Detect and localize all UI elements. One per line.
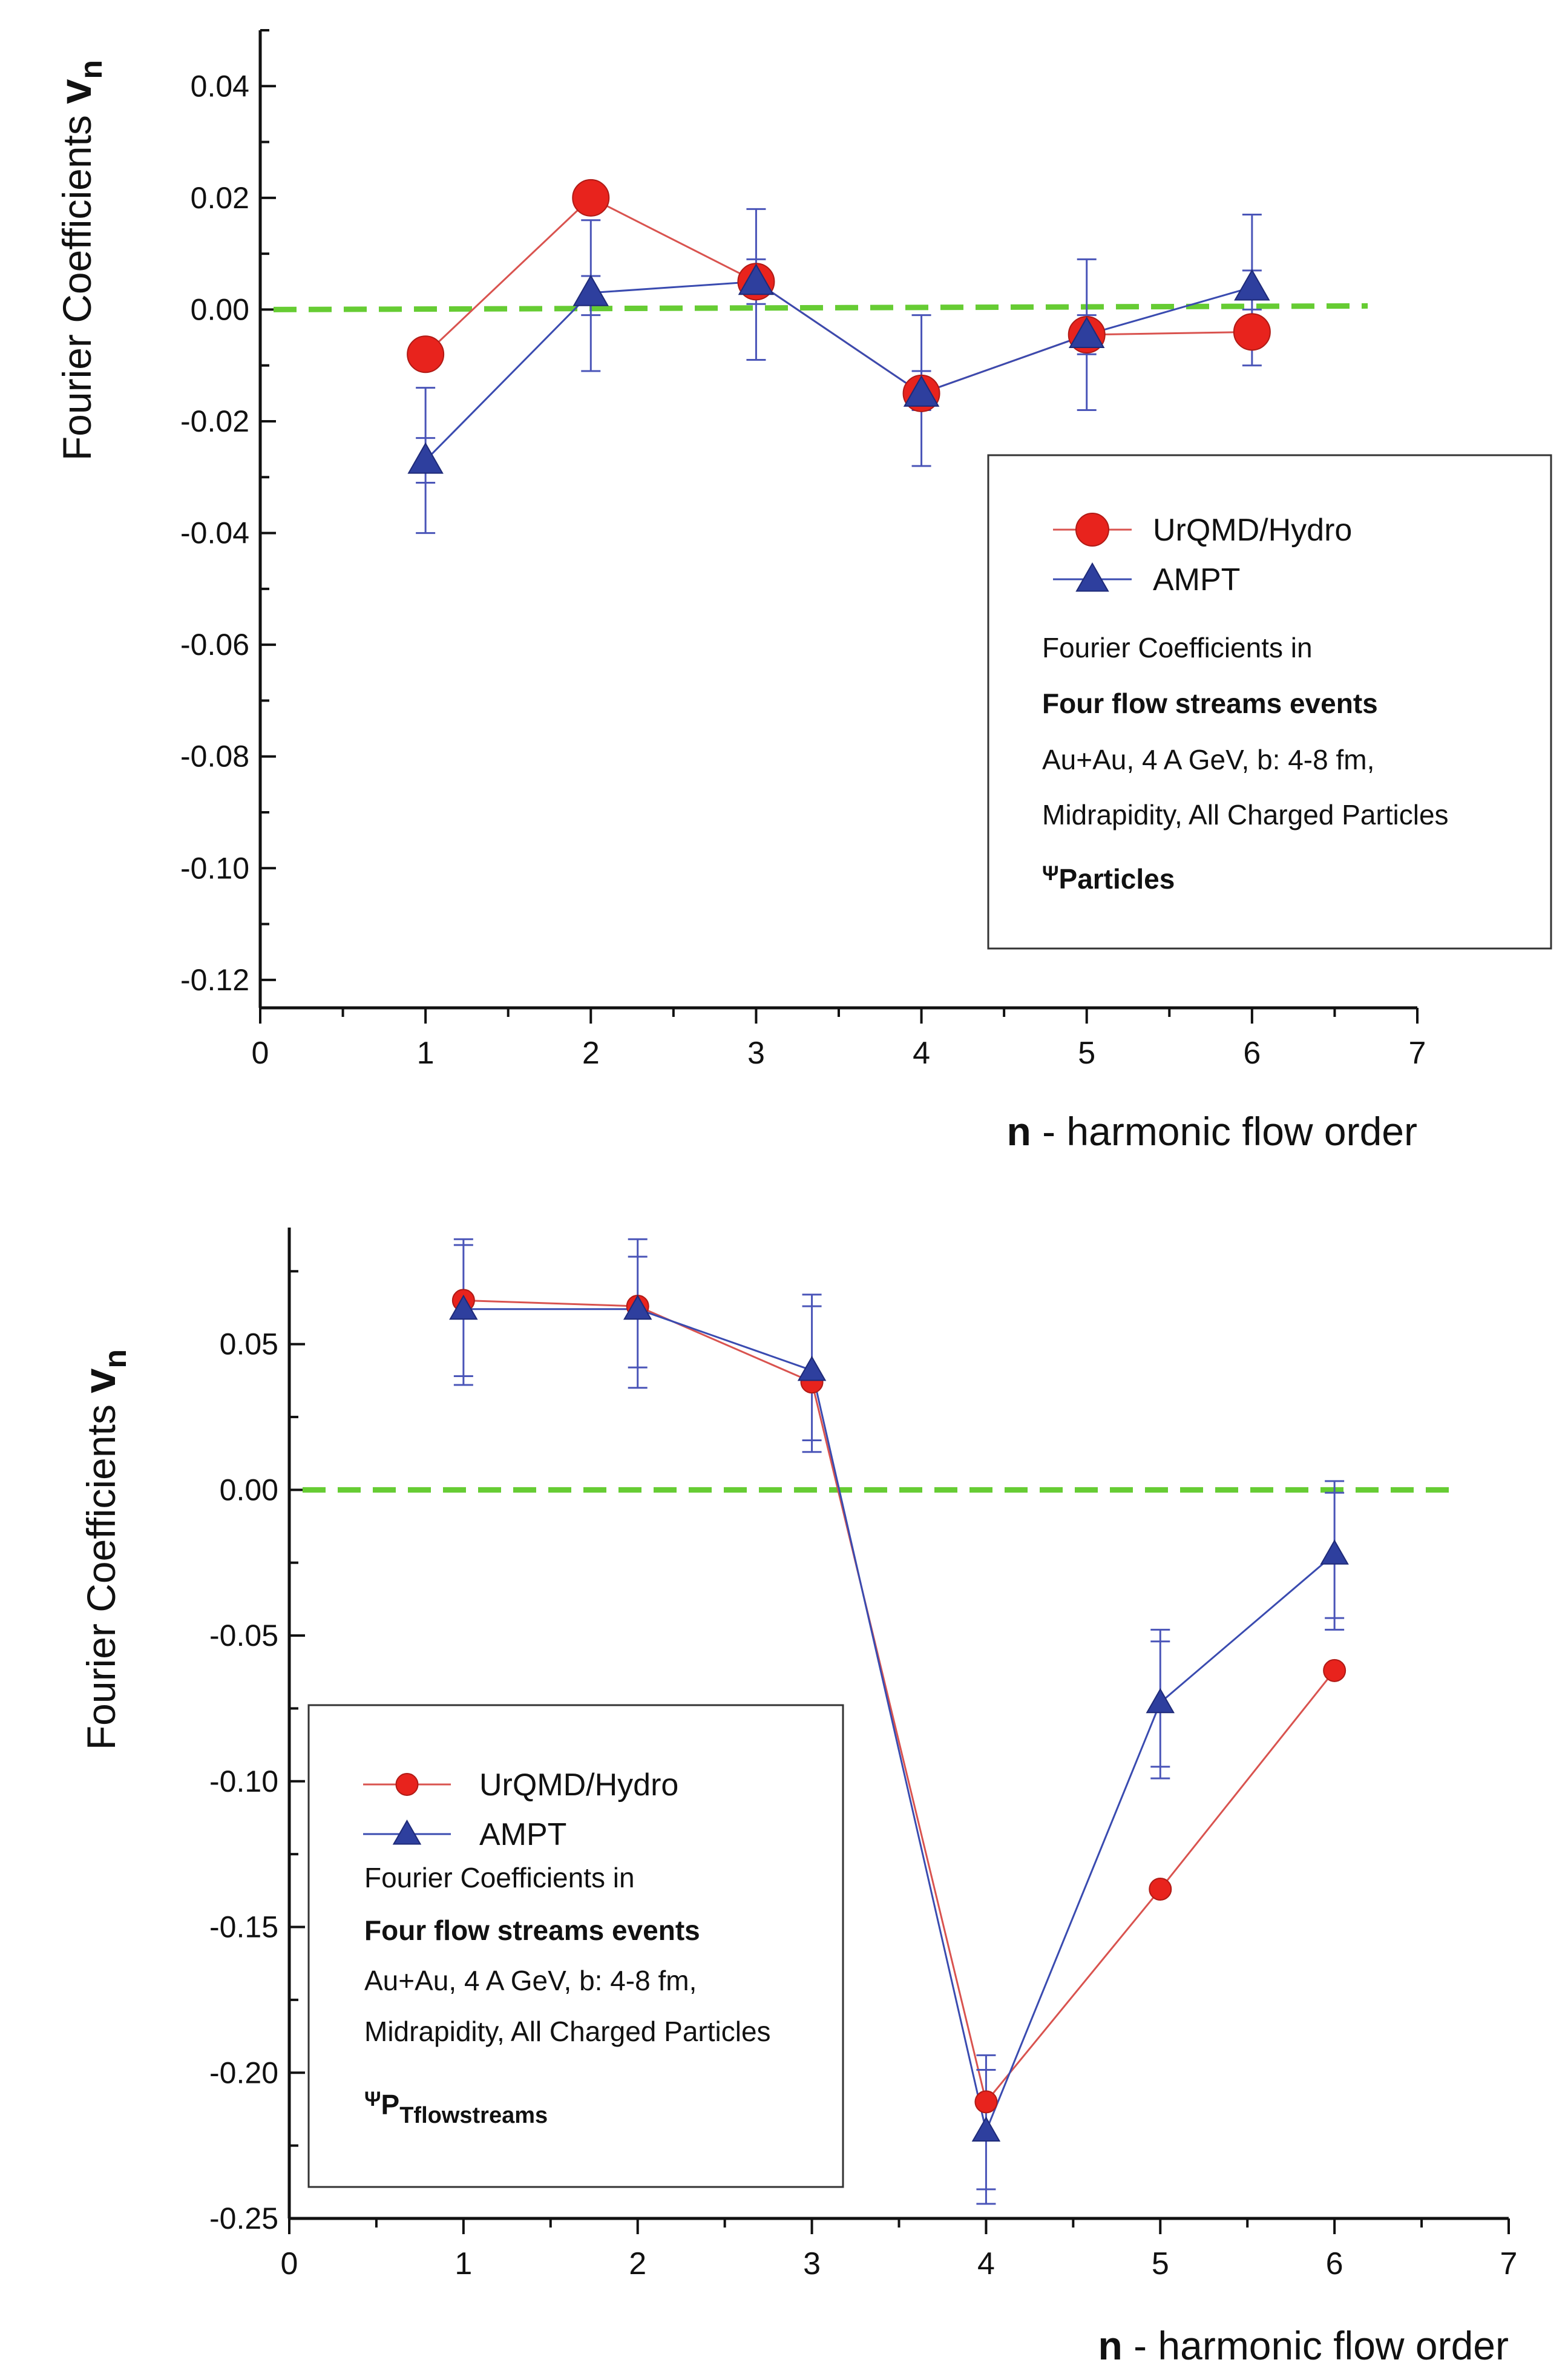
data-point-ampt [623, 1294, 652, 1320]
legend-psi-label: ΨParticles [1042, 862, 1175, 895]
x-tick-label: 1 [417, 1036, 435, 1071]
x-tick-label: 6 [1243, 1036, 1261, 1071]
x-axis-label-bold: n [1098, 2323, 1122, 2368]
x-axis-label-rest: - harmonic flow order [1031, 1109, 1417, 1154]
legend-entry-label: UrQMD/Hydro [479, 1767, 678, 1803]
y-axis-label-main: Fourier Coefficients [79, 1393, 123, 1750]
y-tick-label: 0.00 [220, 1473, 278, 1507]
data-point-urqmd [407, 335, 445, 373]
legend-note-line: Au+Au, 4 A GeV, b: 4-8 fm, [364, 1965, 697, 1996]
data-point-urqmd [572, 179, 610, 217]
y-axis-label-sub: n [98, 1349, 133, 1369]
x-tick-label: 4 [913, 1036, 930, 1071]
x-axis-label: n - harmonic flow order [1006, 1109, 1417, 1154]
x-tick-label: 2 [582, 1036, 600, 1071]
y-tick-label: -0.25 [209, 2201, 278, 2235]
x-tick-label: 6 [1326, 2246, 1343, 2281]
y-tick-label: -0.10 [209, 1764, 278, 1798]
legend-entry-label: UrQMD/Hydro [1153, 513, 1352, 548]
x-tick-label: 3 [747, 1036, 765, 1071]
data-point-ampt [1068, 316, 1105, 348]
x-tick-label: 7 [1409, 1036, 1426, 1071]
x-tick-label: 4 [977, 2246, 995, 2281]
y-axis-label: Fourier Coefficients vn [74, 1349, 133, 1750]
y-tick-label: 0.00 [191, 292, 249, 326]
y-tick-label: -0.04 [180, 516, 249, 550]
legend-note-line: Fourier Coefficients in [1042, 632, 1313, 663]
psi-subsubscript: Tflowstreams [399, 2103, 548, 2128]
psi-subscript: Particles [1059, 863, 1175, 895]
y-tick-label: 0.05 [220, 1327, 278, 1361]
legend-note-line: Four flow streams events [364, 1915, 700, 1946]
legend-note-line: Midrapidity, All Charged Particles [364, 2016, 771, 2047]
psi-symbol: Ψ [1042, 862, 1059, 885]
x-axis-label-bold: n [1006, 1109, 1031, 1154]
y-tick-label: 0.04 [191, 69, 249, 103]
y-tick-label: -0.10 [180, 851, 249, 885]
y-tick-label: 0.02 [191, 181, 249, 215]
data-point-ampt [903, 375, 940, 407]
y-tick-label: -0.12 [180, 963, 249, 997]
data-point-ampt [971, 2116, 1001, 2142]
data-point-ampt [407, 442, 444, 474]
y-tick-label: -0.20 [209, 2056, 278, 2090]
data-point-ampt [797, 1355, 827, 1381]
y-axis-label-main: Fourier Coefficients [54, 104, 99, 461]
data-point-ampt [738, 263, 775, 295]
legend-note-line: Midrapidity, All Charged Particles [1042, 799, 1449, 830]
data-point-urqmd [974, 2090, 998, 2114]
legend-note-line: Au+Au, 4 A GeV, b: 4-8 fm, [1042, 744, 1374, 775]
x-tick-label: 5 [1152, 2246, 1169, 2281]
legend-marker-circle [395, 1773, 419, 1796]
x-axis-label-rest: - harmonic flow order [1123, 2323, 1509, 2368]
series-line-ampt [425, 280, 1253, 461]
legend-marker-circle [1075, 513, 1109, 547]
x-tick-label: 7 [1500, 2246, 1518, 2281]
y-tick-label: -0.06 [180, 628, 249, 662]
y-axis-label-var: v [50, 79, 100, 104]
chart-top: -0.12 -0.10 -0.08 -0.06 -0.04 -0.02 0.00 0.02 0.… [50, 29, 1552, 1154]
x-tick-label: 0 [252, 1036, 269, 1071]
x-tick-label: 5 [1078, 1036, 1095, 1071]
data-point-ampt [1146, 1688, 1175, 1714]
x-tick-label: 0 [281, 2246, 298, 2281]
zero-reference-line [273, 303, 1368, 312]
data-point-ampt [449, 1294, 478, 1320]
legend-note-line: Four flow streams events [1042, 688, 1378, 719]
series-line-ampt [463, 1308, 1336, 2134]
x-tick-label: 1 [454, 2246, 472, 2281]
data-point-ampt [572, 274, 609, 306]
y-axis-label-var: v [74, 1369, 125, 1393]
data-point-urqmd [1149, 1877, 1172, 1901]
data-point-urqmd [1323, 1659, 1347, 1682]
legend-entry-label: AMPT [479, 1817, 566, 1852]
legend-psi-label: ΨPTflowstreams [364, 2088, 548, 2128]
psi-symbol: Ψ [364, 2088, 381, 2111]
data-point-urqmd [1233, 313, 1271, 351]
chart-bottom: -0.25 -0.20 -0.15 -0.10 -0.05 0.00 0.05 0 1 2 3 4 5 6… [74, 1228, 1517, 2368]
legend-note-line: Fourier Coefficients in [364, 1862, 635, 1893]
x-tick-label: 2 [629, 2246, 646, 2281]
y-tick-label: -0.15 [209, 1910, 278, 1944]
psi-subscript: P [381, 2089, 400, 2120]
y-axis-label: Fourier Coefficients vn [50, 60, 109, 461]
data-point-ampt [1234, 269, 1270, 301]
legend-marker-triangle [1075, 562, 1109, 592]
y-tick-label: -0.08 [180, 740, 249, 774]
x-tick-label: 3 [803, 2246, 821, 2281]
y-axis-label-sub: n [74, 60, 109, 79]
y-tick-label: -0.02 [180, 404, 249, 438]
series-line-urqmd [463, 1299, 1336, 2104]
y-tick-label: -0.05 [209, 1619, 278, 1652]
x-axis-label: n - harmonic flow order [1098, 2323, 1509, 2368]
legend-entry-label: AMPT [1153, 562, 1240, 597]
data-point-ampt [1320, 1539, 1349, 1565]
legend-marker-triangle [392, 1819, 422, 1845]
